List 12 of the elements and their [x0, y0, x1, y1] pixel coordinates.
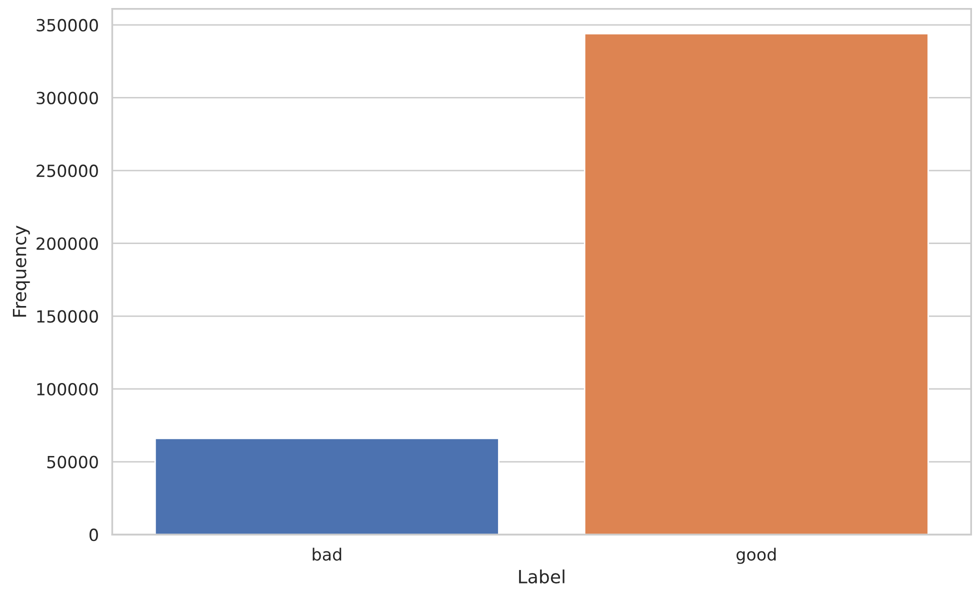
y-tick-label: 0 [90, 528, 98, 542]
y-tick-label: 150000 [37, 310, 98, 323]
y-tick-label: 250000 [36, 164, 98, 178]
y-axis-title: Frequency [12, 226, 30, 317]
x-axis-title: Label [519, 569, 564, 584]
y-tick-label: 50000 [47, 456, 98, 468]
y-tick-label: 350000 [36, 18, 98, 32]
y-tick-label: 300000 [36, 92, 98, 104]
y-tick-label: 100000 [37, 382, 98, 396]
x-tick-label: bad [312, 548, 342, 561]
y-tick-label: 200000 [36, 237, 98, 250]
x-tick-label: good [736, 548, 776, 564]
